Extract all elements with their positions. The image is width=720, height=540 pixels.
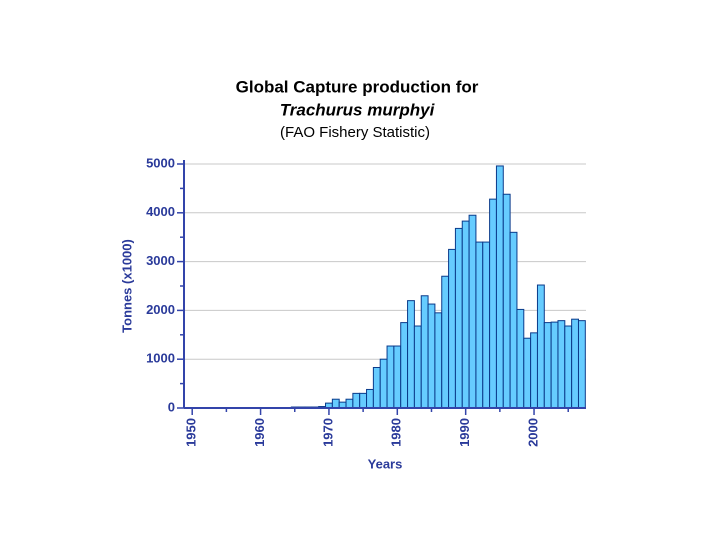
bar xyxy=(366,388,374,409)
y-axis-label: Tonnes (x1000) xyxy=(119,239,134,333)
bar xyxy=(441,275,450,409)
bar xyxy=(564,325,573,409)
x-tick-label: 1990 xyxy=(457,418,472,447)
bar xyxy=(400,322,409,409)
bar xyxy=(475,241,484,409)
bar xyxy=(393,345,402,409)
bar xyxy=(427,303,436,409)
bar xyxy=(502,193,511,409)
bar xyxy=(543,322,552,409)
bar xyxy=(509,231,518,409)
bar xyxy=(461,220,470,409)
bar xyxy=(516,308,525,409)
bar xyxy=(482,241,491,409)
y-tick-label: 0 xyxy=(168,399,175,414)
x-tick-label: 1950 xyxy=(184,418,199,447)
x-tick-label: 1970 xyxy=(320,418,335,447)
bar xyxy=(420,295,429,409)
bar xyxy=(352,392,361,409)
y-tick-label: 4000 xyxy=(146,204,175,219)
y-tick-label: 3000 xyxy=(146,253,175,268)
bar xyxy=(536,284,545,409)
y-tick-label: 5000 xyxy=(146,155,175,170)
bar xyxy=(489,198,497,409)
chart-source: (FAO Fishery Statistic) xyxy=(280,124,430,141)
bar xyxy=(331,398,340,409)
bar xyxy=(413,325,422,409)
bar xyxy=(530,332,538,409)
bar xyxy=(448,248,456,409)
x-axis-label: Years xyxy=(368,456,403,471)
bar xyxy=(386,345,395,409)
bar xyxy=(454,227,463,409)
x-tick-label: 2000 xyxy=(525,418,540,447)
chart-subtitle: Trachurus murphyi xyxy=(280,100,436,119)
bar xyxy=(557,320,566,409)
bar xyxy=(407,300,415,409)
bar xyxy=(468,214,477,409)
bar xyxy=(372,366,381,409)
bar xyxy=(379,358,388,409)
x-tick-label: 1960 xyxy=(252,418,267,447)
bar xyxy=(571,318,579,409)
y-tick-label: 1000 xyxy=(146,351,175,366)
bar xyxy=(345,398,354,409)
bar xyxy=(550,321,559,409)
bar xyxy=(577,320,586,409)
bar xyxy=(495,165,504,409)
x-tick-label: 1980 xyxy=(389,418,404,447)
bar xyxy=(523,337,532,409)
bar xyxy=(434,312,443,409)
chart-title: Global Capture production for xyxy=(236,77,479,96)
bar xyxy=(359,392,368,409)
y-tick-label: 2000 xyxy=(146,302,175,317)
